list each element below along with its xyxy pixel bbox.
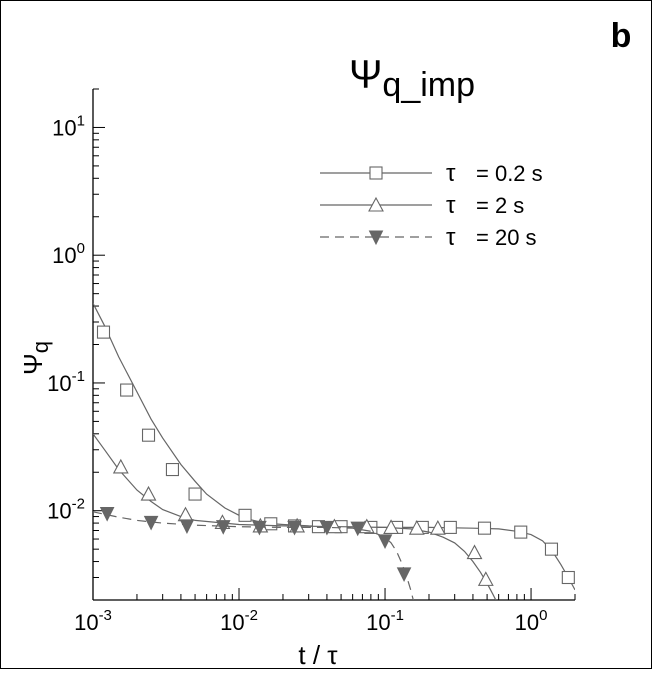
panel-label: b: [611, 17, 632, 55]
legend-marker: [368, 230, 384, 246]
series-1-point: [561, 570, 575, 585]
y-tick-label-exponent: -1: [72, 368, 85, 385]
legend-symbol: τ: [446, 224, 456, 251]
series-1-point: [120, 383, 134, 397]
series-3-point: [179, 519, 195, 535]
y-axis-label-subscript: q: [28, 341, 53, 353]
series-2-point: [477, 571, 494, 586]
x-tick-label: 100: [515, 607, 548, 635]
y-tick-label-base: 10: [47, 371, 71, 396]
legend-symbol: τ: [446, 160, 456, 187]
series-3-point: [252, 520, 267, 536]
series-1-point: [544, 542, 559, 556]
legend-label: = 2 s: [476, 193, 524, 218]
series-2-point: [429, 520, 446, 535]
y-tick-label-exponent: -2: [72, 496, 85, 513]
series-3-point: [215, 520, 231, 535]
series-3-point: [396, 567, 412, 583]
y-tick-label-base: 10: [52, 115, 76, 140]
legend-symbol: τ: [446, 192, 456, 219]
x-tick-label: 10-1: [366, 607, 404, 635]
x-tick-label-base: 10: [366, 610, 390, 635]
series-3-point: [377, 534, 393, 550]
series-1-point: [188, 487, 202, 501]
series-2-point: [383, 519, 399, 534]
legend-entry-2: τ = 2 s: [320, 192, 524, 219]
y-axis-label: Ψq: [18, 341, 53, 375]
y-tick-label-exponent: 1: [77, 112, 85, 129]
y-axis-label-main: Ψ: [18, 353, 48, 375]
series-1-point: [264, 517, 278, 531]
x-tick-label: 10-2: [220, 607, 258, 635]
x-tick-label-base: 10: [515, 610, 539, 635]
x-tick-label-exponent: -2: [245, 607, 258, 624]
chart-title-subscript: q_imp: [382, 66, 475, 104]
series-1-point: [477, 521, 492, 535]
series-3: [93, 507, 414, 600]
series-1-point: [141, 428, 156, 442]
legend-label: = 20 s: [476, 225, 537, 250]
series-3-point: [350, 521, 366, 537]
series-layer: [93, 303, 575, 600]
series-2-point: [408, 520, 425, 535]
series-1-point: [96, 325, 111, 339]
series-2-point: [140, 485, 157, 501]
series-3-point: [287, 520, 302, 536]
y-tick-label: 10-1: [47, 368, 85, 396]
series-1-line: [93, 303, 575, 591]
y-tick-label: 10-2: [47, 496, 85, 524]
series-3-point: [99, 507, 115, 522]
y-tick-label-base: 10: [52, 243, 76, 268]
legend-entry-3: τ = 20 s: [320, 224, 537, 251]
x-tick-label-exponent: 0: [539, 607, 547, 624]
y-tick-label: 100: [52, 240, 85, 268]
x-tick-label-exponent: -3: [99, 607, 112, 624]
series-1-point: [165, 462, 179, 477]
y-tick-label-base: 10: [47, 499, 71, 524]
series-1-point: [238, 508, 252, 522]
x-axis-label: t / τ: [298, 640, 338, 669]
series-3-point: [143, 515, 159, 531]
x-tick-label-base: 10: [74, 610, 98, 635]
chart-title: Ψq_imp: [349, 53, 475, 104]
legend-entry-1: τ = 0.2 s: [320, 160, 543, 187]
legend-marker: [368, 196, 384, 212]
y-tick-label-exponent: 0: [77, 240, 85, 257]
series-3-point: [319, 520, 335, 536]
legend-label: = 0.2 s: [476, 161, 543, 186]
x-tick-label: 10-3: [74, 607, 112, 635]
series-1-point: [443, 520, 457, 534]
y-tick-label: 101: [52, 112, 85, 140]
legend: τ = 0.2 s τ = 2 s τ = 20 s: [320, 160, 543, 251]
x-tick-label-base: 10: [220, 610, 244, 635]
legend-marker: [369, 166, 383, 180]
series-2-point: [466, 544, 483, 560]
chart-title-main: Ψ: [349, 53, 382, 97]
series-1-point: [514, 525, 528, 539]
series-2-point: [112, 458, 129, 474]
x-tick-label-exponent: -1: [391, 607, 404, 624]
